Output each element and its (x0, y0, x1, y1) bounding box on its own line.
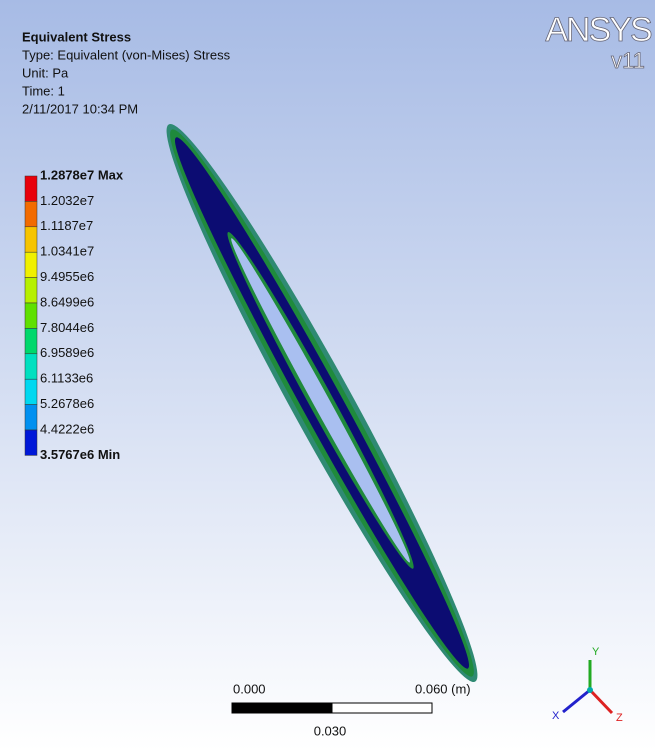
viewport: Equivalent Stress Type: Equivalent (von-… (0, 0, 655, 751)
legend-swatch (25, 227, 37, 252)
scale-mid: 0.030 (314, 723, 347, 738)
legend-swatch (25, 328, 37, 353)
legend-label: 1.2878e7 Max (40, 167, 124, 182)
legend-swatch (25, 303, 37, 328)
result-type: Type: Equivalent (von-Mises) Stress (22, 47, 231, 62)
triad-y-label: Y (592, 646, 600, 658)
legend-swatch (25, 430, 37, 455)
legend-label: 5.2678e6 (40, 396, 94, 411)
triad-z-label: Z (616, 712, 623, 724)
scale-start: 0.000 (233, 681, 266, 696)
legend-label: 1.1187e7 (40, 218, 93, 233)
legend-label: 6.1133e6 (40, 371, 93, 386)
legend-label: 3.5767e6 Min (40, 447, 120, 462)
legend-label: 8.6499e6 (40, 294, 94, 309)
logo-name: ANSYS (545, 11, 652, 49)
legend-label: 1.0341e7 (40, 244, 94, 259)
legend-swatch (25, 176, 37, 201)
legend-swatch (25, 278, 37, 303)
result-time: Time: 1 (22, 83, 65, 98)
result-date: 2/11/2017 10:34 PM (22, 101, 138, 116)
legend-label: 7.8044e6 (40, 320, 94, 335)
result-unit: Unit: Pa (22, 65, 69, 80)
triad-origin (587, 687, 593, 693)
legend-swatch (25, 201, 37, 226)
logo-version: v11 (611, 48, 645, 73)
triad-x-label: X (552, 710, 560, 722)
scale-bar-dark (232, 703, 332, 713)
legend-label: 4.4222e6 (40, 421, 94, 436)
legend-label: 1.2032e7 (40, 193, 94, 208)
legend-swatch (25, 252, 37, 277)
legend-label: 9.4955e6 (40, 269, 94, 284)
scale-bar-light (332, 703, 432, 713)
legend-label: 6.9589e6 (40, 345, 94, 360)
scale-end: 0.060 (m) (415, 681, 471, 696)
legend-swatch (25, 354, 37, 379)
legend-swatch (25, 405, 37, 430)
result-title: Equivalent Stress (22, 29, 131, 44)
legend-swatch (25, 379, 37, 404)
